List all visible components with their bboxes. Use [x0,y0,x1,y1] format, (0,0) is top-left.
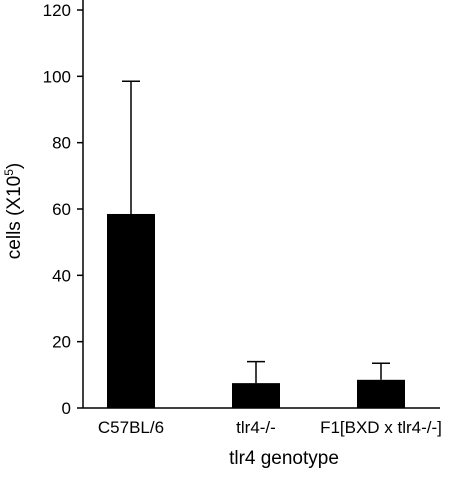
y-axis-title-main: cells (X10 [4,176,25,259]
bar [357,379,405,408]
y-tick-label: 100 [43,67,71,86]
bars-layer [107,213,405,408]
y-axis-title: cells (X105) [2,163,25,259]
y-tick-label: 20 [52,333,71,352]
y-tick-label: 40 [52,266,71,285]
x-category-label: tlr4-/- [236,418,276,437]
x-category-label: F1[BXD x tlr4-/-] [320,418,442,437]
bar [232,383,280,408]
y-tick-label: 120 [43,1,71,20]
y-axis-title-close: ) [4,163,25,169]
y-ticks-layer: 0 20 40 60 80 100 120 [43,1,83,418]
bar [107,213,155,408]
y-tick-label: 60 [52,200,71,219]
x-labels-layer: C57BL/6 tlr4-/- F1[BXD x tlr4-/-] [98,418,442,437]
error-bars-layer [122,80,390,384]
y-tick-label: 0 [62,399,71,418]
x-category-label: C57BL/6 [98,418,164,437]
y-tick-label: 80 [52,134,71,153]
x-axis-title: tlr4 genotype [229,448,339,469]
y-axis-title-superscript: 5 [2,169,16,176]
